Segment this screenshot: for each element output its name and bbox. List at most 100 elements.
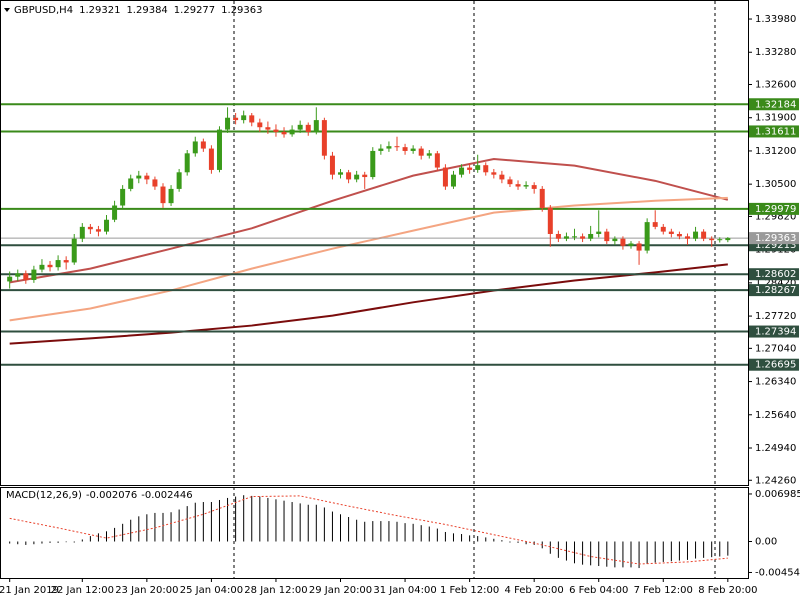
candle-body <box>87 226 93 230</box>
bid-tag <box>749 232 799 245</box>
candle-body <box>104 219 110 232</box>
candle-body <box>63 260 69 263</box>
candle-body <box>459 167 465 175</box>
candle-body <box>515 184 521 187</box>
level-tag <box>749 125 799 138</box>
candle-body <box>701 231 707 239</box>
candle-body <box>531 185 537 189</box>
candle-body <box>249 115 255 123</box>
candle-body <box>386 146 392 149</box>
x-tick-label: 29 Jan 20:00 <box>309 585 372 596</box>
x-tick-label: 28 Jan 12:00 <box>244 585 307 596</box>
candle-body <box>693 231 699 239</box>
chart-header: GBPUSD,H4 1.29321 1.29384 1.29277 1.29363 <box>14 5 263 16</box>
x-tick-label: 25 Jan 04:00 <box>180 585 243 596</box>
signal-line <box>9 495 728 565</box>
x-tick-label: 31 Jan 04:00 <box>373 585 436 596</box>
y-tick-label: 1.31900 <box>755 113 796 124</box>
candle-body <box>160 186 166 204</box>
candle-body <box>563 236 569 239</box>
candle-body <box>660 226 666 232</box>
candle-body <box>588 233 594 239</box>
candle-body <box>15 273 21 277</box>
level-label: 1.29979 <box>755 204 796 215</box>
candle-body <box>539 188 545 208</box>
candle-body <box>144 175 150 180</box>
y-tick-label: 0.00 <box>755 537 777 548</box>
candle-body <box>652 222 658 227</box>
x-tick-label: 23 Jan 20:00 <box>115 585 178 596</box>
macd-header: MACD(12,26,9) -0.002076 -0.002446 <box>6 490 193 501</box>
candle-body <box>281 131 287 135</box>
ohlc-value: 1.29277 <box>174 5 215 16</box>
level-tag <box>749 325 799 338</box>
y-tick-label: 1.31200 <box>755 146 796 157</box>
candle-body <box>434 153 440 168</box>
candle-body <box>418 148 424 156</box>
y-tick-label: 1.30500 <box>755 179 796 190</box>
candle-body <box>321 120 327 156</box>
level-label: 1.26695 <box>755 360 796 371</box>
level-label: 1.32184 <box>755 99 796 110</box>
symbol: GBPUSD,H4 <box>14 5 73 16</box>
level-tag <box>749 284 799 297</box>
candle-body <box>709 238 715 241</box>
candle-body <box>184 153 190 173</box>
level-tag <box>749 358 799 371</box>
candle-body <box>378 148 384 151</box>
y-tick-label: 0.006985 <box>755 489 800 500</box>
level-label: 1.27394 <box>755 327 796 338</box>
candle-body <box>684 236 690 239</box>
candle-body <box>491 172 497 175</box>
y-tick-label: -0.004548 <box>755 567 800 578</box>
header-arrow <box>4 8 10 12</box>
x-tick-label: 7 Feb 12:00 <box>634 585 693 596</box>
candle-body <box>128 178 134 189</box>
candle-body <box>725 238 731 241</box>
level-tag <box>749 202 799 215</box>
candle-body <box>596 231 602 234</box>
y-tick-label: 1.29820 <box>755 211 796 222</box>
y-tick-label: 1.32600 <box>755 80 796 91</box>
candle-body <box>612 238 618 242</box>
y-tick-label: 1.24260 <box>755 475 796 486</box>
y-tick-label: 1.33280 <box>755 47 796 58</box>
candle-body <box>95 229 101 232</box>
x-tick-label: 1 Feb 12:00 <box>440 585 499 596</box>
candle-body <box>499 174 505 180</box>
candle-body <box>168 188 174 204</box>
candle-body <box>410 148 416 151</box>
bid-label: 1.29363 <box>755 233 796 244</box>
candle-body <box>176 172 182 189</box>
candle-body <box>273 129 279 132</box>
candle-body <box>31 269 37 281</box>
candle-body <box>402 147 408 151</box>
candle-body <box>289 129 295 135</box>
level-label: 1.28602 <box>755 269 796 280</box>
candle-body <box>55 260 61 268</box>
candle-body <box>313 120 319 132</box>
candle-body <box>483 165 489 173</box>
candle-body <box>79 226 85 239</box>
candle-body <box>233 117 239 121</box>
macd-title: MACD(12,26,9) <box>6 490 82 501</box>
macd-panel-frame <box>0 487 749 579</box>
candle-body <box>717 239 723 241</box>
x-tick-label: 4 Feb 20:00 <box>505 585 564 596</box>
candle-body <box>329 155 335 175</box>
candle-body <box>636 243 642 251</box>
candle-body <box>668 231 674 234</box>
candle-body <box>200 141 206 149</box>
candle-body <box>644 222 650 251</box>
y-tick-label: 1.26340 <box>755 377 796 388</box>
candle-body <box>71 238 77 263</box>
y-tick-label: 1.33980 <box>755 14 796 25</box>
level-label: 1.31611 <box>755 126 796 137</box>
macd-value: -0.002076 <box>86 490 137 501</box>
candle-body <box>547 207 553 234</box>
x-tick-label: 22 Jan 12:00 <box>51 585 114 596</box>
y-tick-label: 1.27720 <box>755 311 796 322</box>
candle-body <box>7 276 13 282</box>
candle-body <box>475 165 481 170</box>
